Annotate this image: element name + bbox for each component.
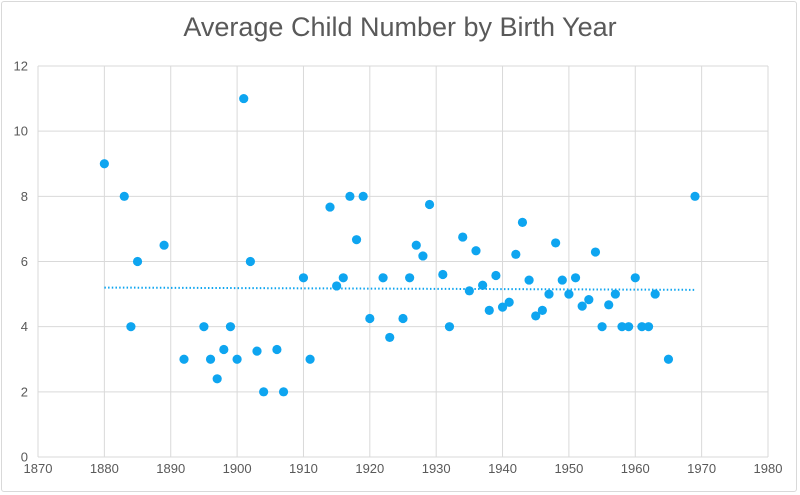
data-point <box>464 286 474 296</box>
data-point <box>584 295 594 305</box>
data-point <box>531 311 541 321</box>
data-point <box>385 332 395 343</box>
data-point <box>444 322 455 332</box>
data-point <box>298 273 309 283</box>
data-point <box>497 302 508 312</box>
x-tick-label: 1890 <box>156 461 185 476</box>
x-tick-label: 1930 <box>422 461 451 476</box>
data-point <box>637 322 647 332</box>
data-point <box>570 273 581 283</box>
y-tick-label: 6 <box>21 254 28 269</box>
data-point <box>544 289 554 299</box>
y-tick-label: 10 <box>14 124 28 139</box>
data-point <box>577 301 587 311</box>
data-point <box>126 322 136 332</box>
data-point <box>604 300 614 310</box>
data-point <box>278 387 289 397</box>
data-point <box>132 256 143 267</box>
data-point <box>418 251 428 261</box>
trendline <box>104 286 696 291</box>
data-point <box>411 240 421 250</box>
data-point <box>650 289 660 299</box>
data-point <box>424 199 435 210</box>
x-tick-label: 1950 <box>554 461 583 476</box>
data-point <box>590 247 601 257</box>
data-point <box>617 322 627 332</box>
trendline-group <box>104 286 696 291</box>
data-point <box>351 235 362 245</box>
x-tick-label: 1940 <box>488 461 517 476</box>
x-tick-label: 1870 <box>24 461 53 476</box>
data-point <box>232 354 242 364</box>
x-tick-labels: 1870 1880 1890 1900 1910 1920 1930 1940 1950 1960… <box>24 461 783 476</box>
data-point <box>643 322 654 332</box>
data-point <box>159 240 169 250</box>
data-point <box>259 387 269 397</box>
x-tick-label: 1920 <box>355 461 384 476</box>
data-point <box>239 93 249 104</box>
y-tick-label: 4 <box>21 319 28 334</box>
data-point <box>630 273 640 283</box>
data-point <box>332 281 342 291</box>
data-point <box>537 305 547 315</box>
data-point <box>471 246 481 256</box>
data-point <box>212 374 222 384</box>
y-tick-label: 0 <box>21 450 28 465</box>
data-point <box>405 273 415 283</box>
data-point <box>663 354 674 364</box>
data-point <box>205 354 216 364</box>
data-point <box>551 238 561 248</box>
data-point <box>484 305 494 315</box>
data-point <box>219 344 229 355</box>
data-point <box>690 191 700 201</box>
data-point <box>491 270 501 281</box>
data-point <box>272 344 282 355</box>
x-tick-label: 1880 <box>90 461 119 476</box>
data-point <box>325 202 335 212</box>
data-point <box>524 275 534 285</box>
y-tick-labels: 0 2 4 6 8 10 12 <box>14 59 28 465</box>
data-point <box>511 249 521 259</box>
data-point <box>305 354 315 364</box>
data-point <box>338 273 348 283</box>
data-points <box>99 93 700 397</box>
x-gridlines <box>37 66 769 457</box>
data-point <box>504 297 514 307</box>
data-point <box>365 313 375 324</box>
y-tick-label: 8 <box>21 189 28 204</box>
y-tick-label: 12 <box>14 59 28 74</box>
data-point <box>478 280 488 290</box>
data-point <box>517 217 528 227</box>
data-point <box>597 322 607 332</box>
data-point <box>245 256 255 267</box>
data-point <box>119 191 129 201</box>
data-point <box>225 322 236 332</box>
x-tick-label: 1960 <box>621 461 650 476</box>
data-point <box>398 313 408 324</box>
data-point <box>179 354 189 364</box>
y-tick-label: 2 <box>21 384 28 399</box>
data-point <box>345 191 355 201</box>
data-point <box>564 289 574 299</box>
chart-title: Average Child Number by Birth Year <box>183 12 617 42</box>
data-point <box>458 232 468 242</box>
y-gridlines <box>38 65 768 458</box>
x-tick-label: 1900 <box>223 461 252 476</box>
data-point <box>438 269 448 280</box>
data-point <box>199 322 209 332</box>
x-tick-label: 1980 <box>754 461 783 476</box>
data-point <box>610 289 620 299</box>
data-point <box>252 346 262 356</box>
x-tick-label: 1910 <box>289 461 318 476</box>
data-point <box>358 191 368 201</box>
data-point <box>99 159 109 169</box>
data-point <box>624 322 634 332</box>
data-point <box>557 275 567 285</box>
x-tick-label: 1970 <box>687 461 716 476</box>
data-point <box>378 273 388 283</box>
